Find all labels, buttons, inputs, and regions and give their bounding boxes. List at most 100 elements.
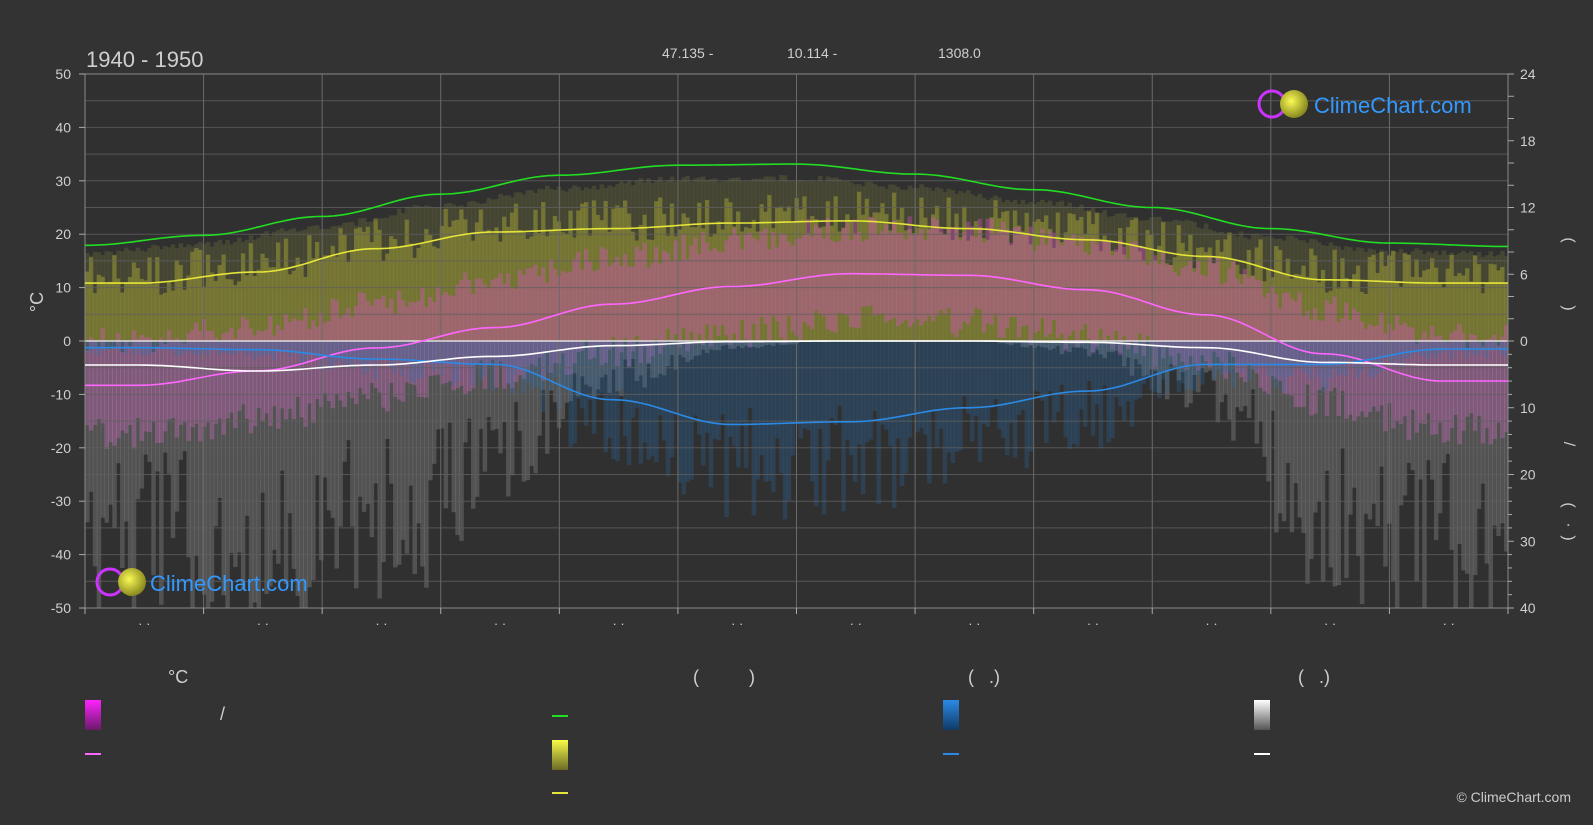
snow-band: [490, 341, 495, 431]
snow-band: [724, 341, 729, 345]
precipitation-band: [404, 341, 410, 364]
temperature-band: [825, 218, 831, 330]
temperature-band: [455, 284, 460, 389]
precipitation-band: [303, 341, 308, 364]
temperature-band: [287, 321, 293, 409]
temperature-band: [307, 329, 312, 404]
precipitation-band: [790, 341, 796, 456]
precipitation-band: [389, 341, 394, 368]
precipitation-band: [213, 341, 219, 348]
sunshine-band: [166, 281, 172, 341]
temperature-band: [747, 232, 753, 348]
snow-band: [1414, 341, 1419, 582]
precipitation-band: [1122, 341, 1127, 422]
temperature-band: [1223, 282, 1228, 379]
sunshine-band: [1402, 253, 1408, 341]
sunshine-band: [244, 275, 250, 341]
sunshine-band: [630, 231, 636, 341]
precipitation-band: [529, 341, 534, 390]
temperature-band: [1270, 285, 1275, 377]
sunshine-band: [611, 208, 616, 341]
precipitation-band: [911, 341, 917, 413]
snow-band: [1235, 341, 1240, 408]
sunshine-band: [198, 249, 203, 341]
temperature-band: [1122, 246, 1127, 337]
legend-rain-swatch: [943, 700, 959, 730]
snow-band: [1242, 341, 1248, 406]
temperature-band: [1262, 297, 1267, 392]
temperature-band: [1215, 257, 1221, 358]
temperature-band: [396, 290, 402, 400]
snow-band: [1133, 341, 1139, 360]
temperature-band: [954, 226, 959, 337]
precipitation-band: [751, 341, 757, 516]
precipitation-band: [369, 341, 375, 362]
precipitation-band: [981, 341, 987, 425]
sunshine-band: [400, 245, 406, 341]
precipitation-band: [712, 341, 718, 439]
precipitation-band: [1012, 341, 1018, 458]
temperature-band: [1492, 334, 1497, 440]
snow-band: [509, 341, 515, 476]
snow-band: [552, 341, 558, 403]
temperature-band: [186, 333, 191, 441]
temperature-band: [1500, 336, 1505, 439]
snow-band: [736, 341, 741, 347]
temperature-band: [357, 292, 363, 389]
snow-band: [318, 341, 324, 561]
temperature-band: [1032, 250, 1037, 334]
temperature-band: [1118, 240, 1123, 356]
temperature-band: [919, 229, 924, 326]
snow-band: [396, 341, 402, 565]
snow-band: [498, 341, 503, 454]
sunshine-band: [135, 268, 141, 341]
sunshine-band: [1180, 242, 1186, 341]
snow-band: [1453, 341, 1458, 608]
snow-band: [155, 341, 160, 472]
snow-band: [287, 341, 293, 514]
sunshine-band: [1258, 239, 1263, 341]
sunshine-band: [603, 201, 609, 341]
precipitation-band: [580, 341, 585, 409]
sunshine-band: [1235, 264, 1240, 341]
sunshine-band: [697, 202, 702, 341]
temperature-band: [123, 341, 129, 434]
precipitation-band: [467, 341, 472, 367]
sunshine-band: [654, 201, 659, 341]
sunshine-band: [989, 217, 994, 341]
temperature-band: [1235, 278, 1240, 373]
precipitation-band: [256, 341, 262, 356]
precipitation-band: [1227, 341, 1232, 373]
y-axis-left-label: °C: [27, 292, 47, 312]
precipitation-band: [392, 341, 398, 374]
precipitation-band: [478, 341, 484, 380]
sunshine-band: [923, 217, 928, 341]
sunshine-band: [186, 275, 191, 341]
sunshine-band: [1266, 269, 1271, 341]
sunshine-band: [1430, 258, 1435, 341]
sunshine-band: [1176, 225, 1182, 341]
sunshine-band: [1472, 255, 1478, 341]
precipitation-band: [977, 341, 983, 462]
y-left-tick-label: 50: [55, 66, 71, 82]
sunshine-band: [743, 227, 749, 341]
precipitation-band: [92, 341, 98, 348]
precipitation-band: [704, 341, 710, 433]
snow-band: [1001, 341, 1006, 344]
snow-band: [326, 341, 332, 511]
precipitation-band: [938, 341, 944, 429]
sunshine-band: [946, 197, 952, 341]
temperature-band: [786, 241, 792, 316]
sunshine-band: [276, 242, 281, 341]
precipitation-band: [279, 341, 285, 354]
temperature-band: [1227, 268, 1232, 352]
temperature-band: [1328, 304, 1334, 392]
precipitation-band: [127, 341, 133, 348]
sunshine-band: [494, 227, 499, 341]
temperature-band: [888, 232, 893, 321]
temperature-band: [1079, 236, 1084, 331]
sunshine-band: [973, 221, 979, 341]
precipitation-band: [494, 341, 499, 365]
precipitation-band: [778, 341, 784, 474]
precipitation-band: [708, 341, 714, 488]
